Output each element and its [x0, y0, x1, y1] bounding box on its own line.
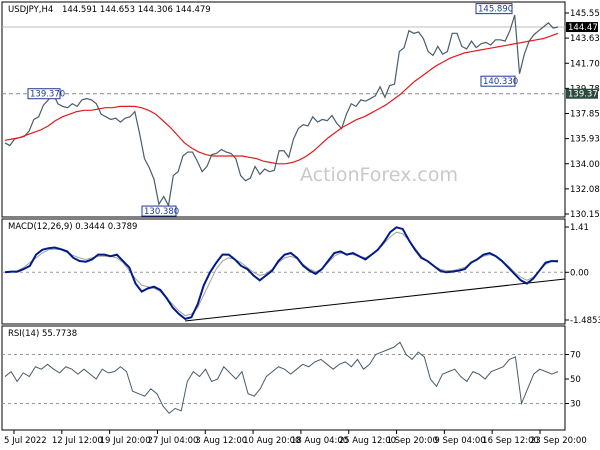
ohlc-values: 144.591 144.653 144.306 144.479 — [62, 5, 211, 15]
rsi-tick-label: 50 — [570, 375, 581, 385]
rsi-tick-label: 30 — [570, 400, 581, 410]
macd-line — [4, 226, 559, 320]
macd-tick-label: 1.41 — [570, 223, 589, 233]
x-tick-label: 5 Jul 2022 — [4, 436, 47, 446]
level-label: 139.370 — [568, 90, 600, 100]
x-tick-label: 25 Aug 12:00 — [339, 436, 396, 446]
price-panel: 145.555143.630141.705139.780137.855135.9… — [1, 1, 600, 220]
price-tick-label: 130.155 — [570, 210, 600, 220]
x-tick-label: 23 Sep 20:00 — [530, 436, 587, 446]
rsi-panel-frame — [1, 325, 566, 431]
price-axis: 145.555143.630141.705139.780137.855135.9… — [565, 9, 600, 220]
macd-label: MACD(12,26,9) 0.3444 0.3789 — [8, 222, 137, 232]
macd-trendline — [184, 278, 566, 322]
current-price-tag: 144.479 — [566, 22, 600, 33]
current-price-label: 144.479 — [568, 23, 600, 33]
x-tick-label: 16 Sep 12:00 — [482, 436, 539, 446]
x-tick-label: 3 Aug 12:00 — [195, 436, 247, 446]
macd-axis: 1.41 0.00 -1.4853 — [565, 223, 600, 326]
annotation-box — [141, 205, 177, 217]
x-tick-label: 18 Aug 04:00 — [291, 436, 348, 446]
rsi-tick-label: 70 — [570, 351, 581, 361]
macd-tick-label: -1.4853 — [570, 316, 600, 326]
symbol-label: USDJPY,H4 — [8, 5, 53, 15]
annotation-box — [480, 75, 516, 87]
rsi-axis: 70 50 30 — [2, 351, 581, 410]
macd-tick-label: 0.00 — [570, 268, 589, 278]
price-tick-label: 145.555 — [570, 9, 600, 19]
price-tick-label: 137.855 — [570, 110, 600, 120]
level-box — [566, 88, 598, 99]
annotation-label: 145.890 — [478, 5, 513, 15]
price-tick-label: 143.630 — [570, 34, 600, 44]
annotation-label: 140.330 — [483, 77, 518, 87]
rsi-line — [4, 341, 559, 414]
macd-panel-frame — [1, 218, 566, 325]
price-tick-label: 141.705 — [570, 59, 600, 69]
rsi-label: RSI(14) 55.7738 — [8, 329, 77, 339]
macd-panel: 1.41 0.00 -1.4853 MACD(12,26,9) 0.3444 0.3… — [1, 218, 600, 326]
rsi-panel: 70 50 30 RSI(14) 55.7738 — [1, 325, 581, 431]
annotation-label: 139.370 — [30, 90, 65, 100]
annotation-box — [27, 88, 61, 100]
x-tick-label: 1 Sep 20:00 — [387, 436, 438, 446]
x-tick-label: 10 Aug 20:00 — [243, 436, 300, 446]
x-tick-label: 12 Jul 12:00 — [52, 436, 103, 446]
watermark: ActionForex.com — [300, 164, 458, 186]
annotation-label: 130.380 — [144, 207, 179, 217]
price-tick-label: 135.930 — [570, 135, 600, 145]
price-annotations: 139.370 130.380 145.890 140.330 — [27, 3, 518, 217]
x-tick-label: 9 Sep 04:00 — [434, 436, 485, 446]
price-tick-label: 132.080 — [570, 185, 600, 195]
current-price-box — [566, 22, 598, 33]
x-tick-label: 19 Jul 20:00 — [100, 436, 151, 446]
price-series-line — [4, 14, 559, 208]
price-tick-label: 134.005 — [570, 160, 600, 170]
price-panel-frame — [1, 1, 566, 218]
annotation-box — [475, 3, 513, 15]
level-tag: 139.370 — [566, 88, 600, 100]
x-tick-label: 27 Jul 04:00 — [147, 436, 198, 446]
moving-average-line — [4, 32, 559, 165]
